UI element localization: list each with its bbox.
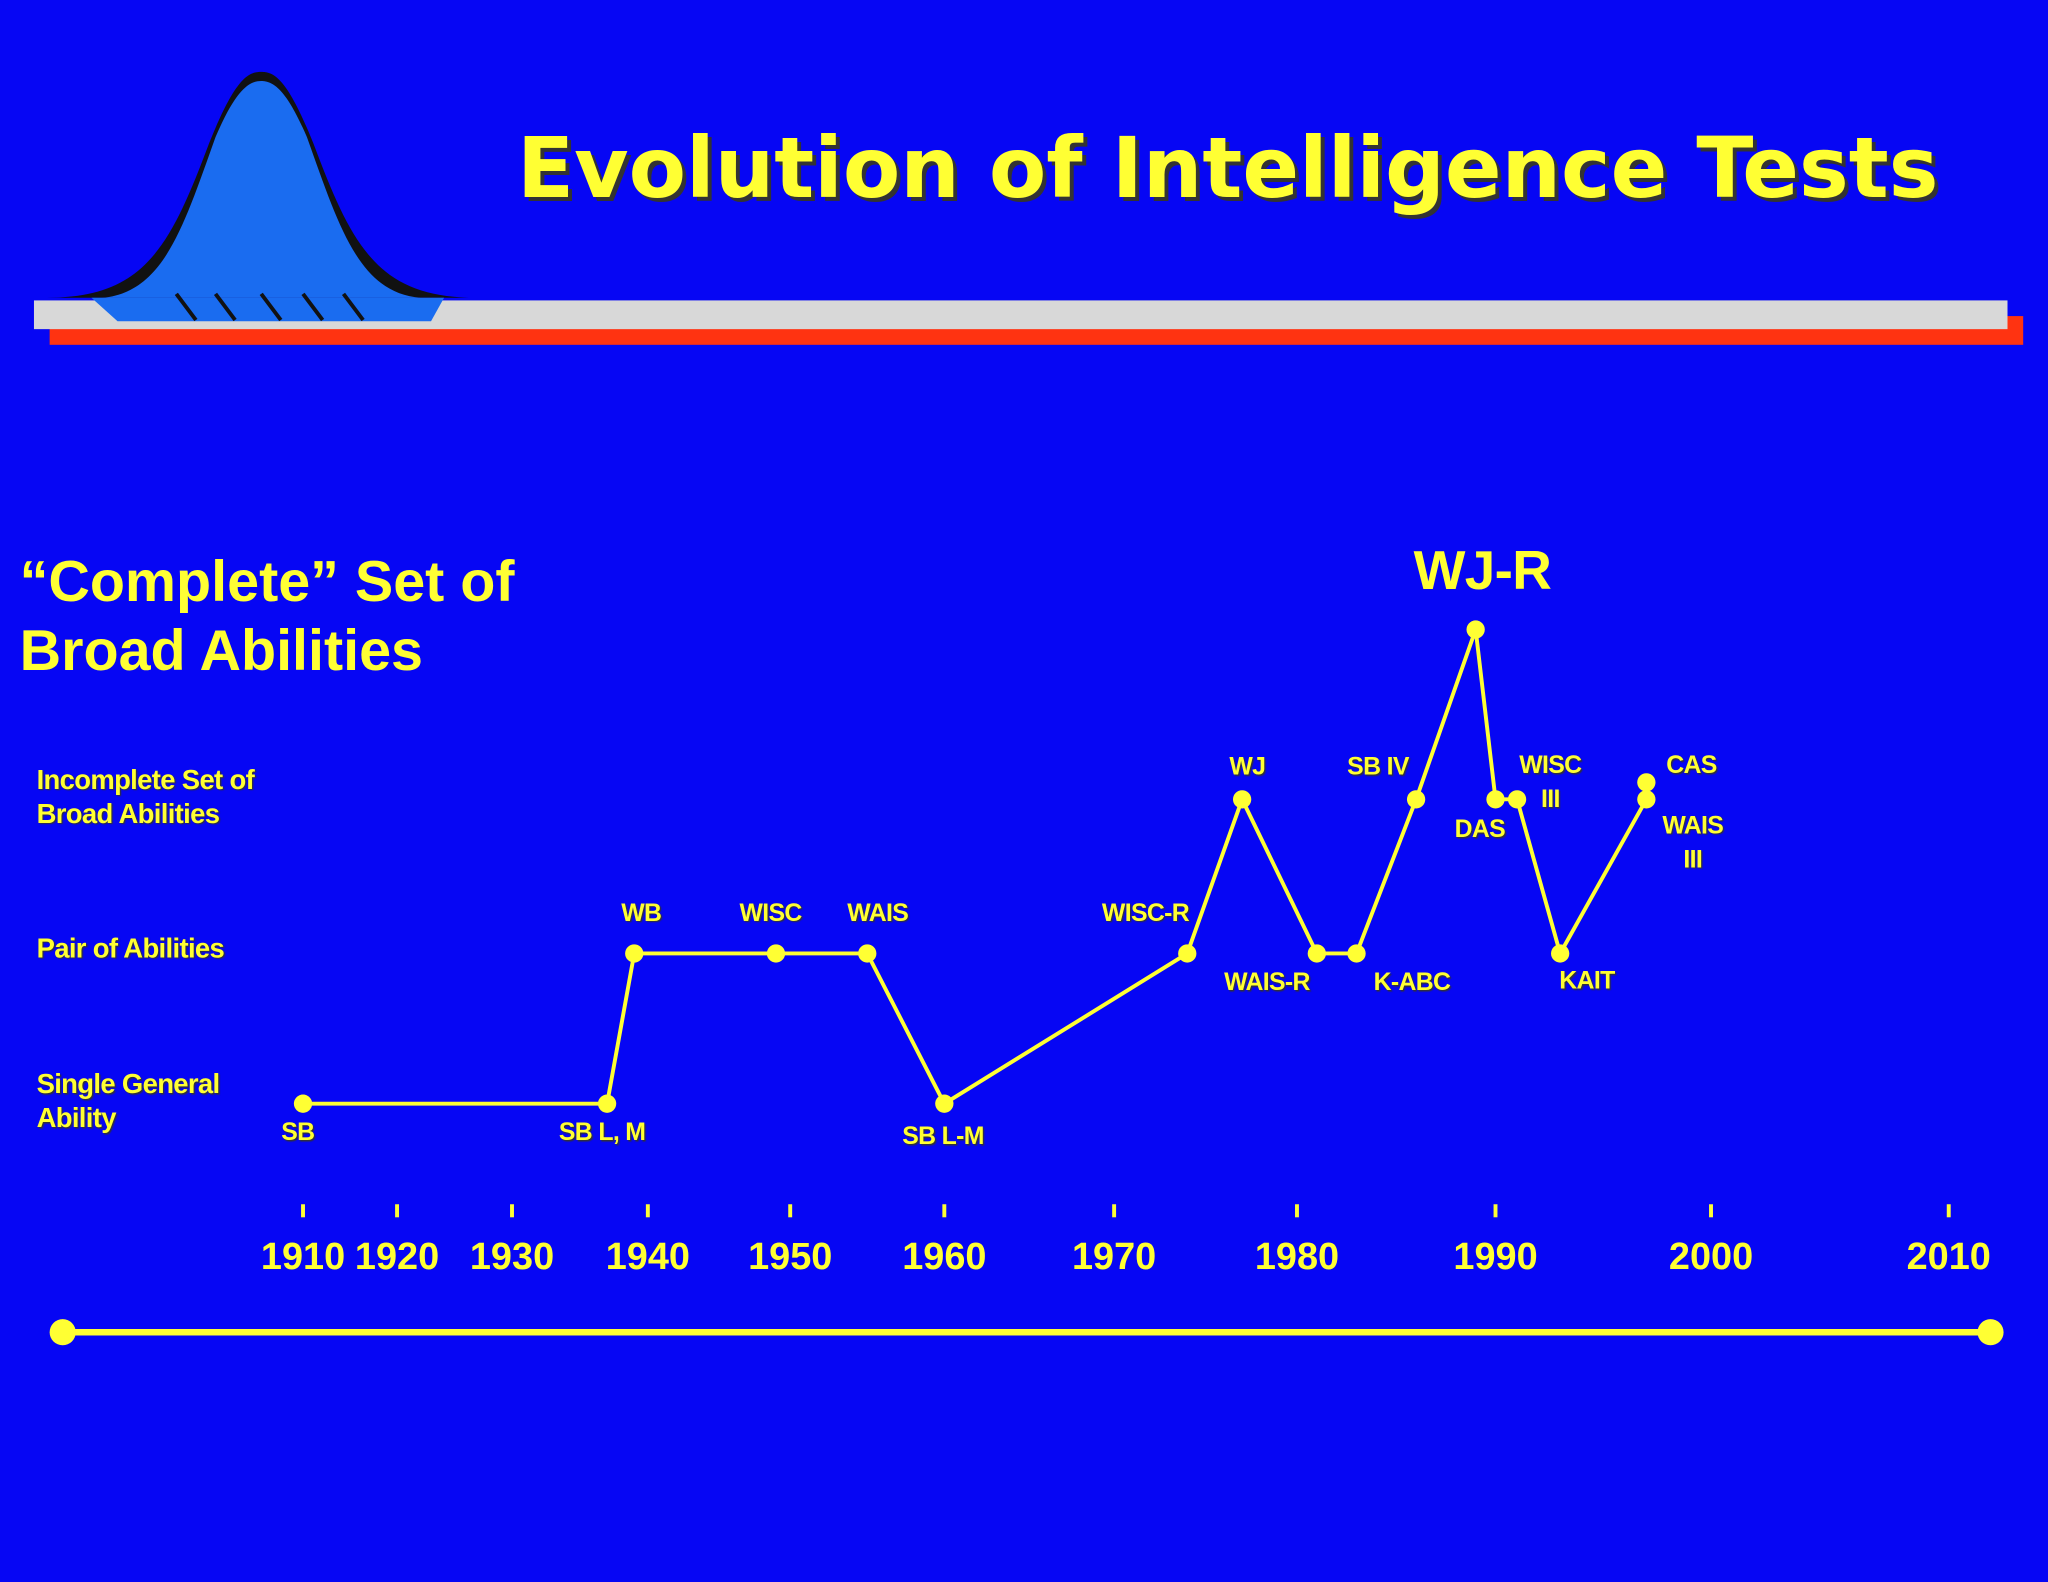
point-label: WJ <box>1229 753 1266 782</box>
x-tick-label: 1960 <box>902 1236 987 1279</box>
point-label: SB L, M <box>558 1119 646 1147</box>
timeline <box>49 1319 2004 1346</box>
x-tick-label: 1910 <box>260 1236 346 1279</box>
data-point <box>1307 944 1326 963</box>
point-label: SB L-M <box>902 1123 984 1151</box>
point-label: CAS <box>1666 752 1717 780</box>
x-tick-label: 1920 <box>354 1236 440 1279</box>
y-tick-label: “Complete” Set of Broad Abilities <box>19 549 515 684</box>
point-label: WB <box>621 899 662 928</box>
y-tick-label: Pair of Abilities <box>36 933 225 964</box>
data-point <box>766 944 786 963</box>
point-label: SB <box>281 1119 315 1147</box>
data-point <box>1232 790 1252 809</box>
data-point <box>1466 620 1485 639</box>
x-tick-label: 1930 <box>469 1236 555 1279</box>
y-tick-label: Single General Ability <box>36 1069 221 1134</box>
data-point <box>858 944 877 963</box>
point-label: K-ABC <box>1373 969 1451 997</box>
data-point <box>1178 944 1197 963</box>
x-tick-label: 2000 <box>1668 1236 1754 1279</box>
point-label: WISC <box>739 899 803 928</box>
x-tick-label: 1980 <box>1254 1236 1340 1279</box>
data-line <box>303 628 1649 1107</box>
x-tick-label: 1950 <box>748 1236 833 1279</box>
data-point <box>935 1094 954 1113</box>
data-point <box>1486 790 1505 809</box>
data-point <box>1507 790 1527 809</box>
data-point <box>1637 790 1656 809</box>
point-label: WAIS-R <box>1224 969 1310 997</box>
point-label: WISC-R <box>1101 899 1190 928</box>
data-point <box>1551 944 1570 963</box>
point-label: WJ-R <box>1413 539 1552 601</box>
x-tick-label: 1990 <box>1453 1236 1538 1279</box>
point-label: KAIT <box>1559 967 1615 996</box>
slide-title: Evolution of Intelligence Tests <box>517 121 1939 219</box>
point-label: DAS <box>1454 816 1506 844</box>
data-point <box>597 1094 617 1113</box>
x-tick-label: 2010 <box>1906 1236 1991 1279</box>
data-point <box>293 1094 313 1113</box>
x-tick-label: 1970 <box>1071 1236 1157 1279</box>
data-point <box>1347 944 1366 963</box>
point-label: WAIS <box>847 899 909 928</box>
data-point <box>625 944 644 963</box>
point-label: WAIS III <box>1662 812 1724 874</box>
y-tick-label: Incomplete Set of Broad Abilities <box>36 765 255 830</box>
data-point <box>1637 773 1656 792</box>
x-tick-label: 1940 <box>605 1236 690 1279</box>
data-point <box>1406 790 1426 809</box>
point-label: SB IV <box>1347 753 1409 782</box>
point-label: WISC III <box>1519 752 1582 814</box>
bell-curve-logo <box>47 71 477 322</box>
